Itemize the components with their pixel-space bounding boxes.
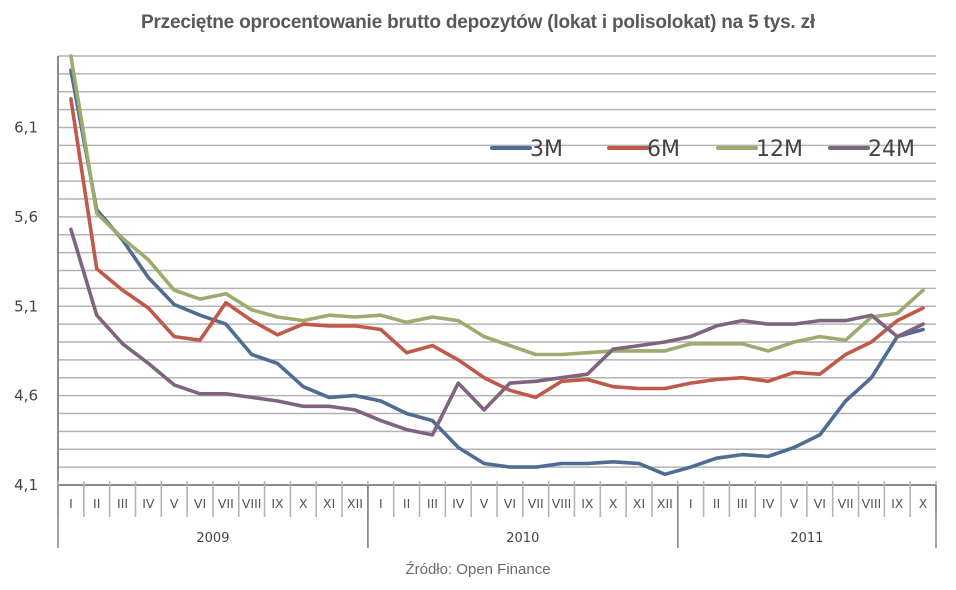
x-tick-label: IX	[891, 496, 904, 511]
x-tick-label: IX	[271, 496, 284, 511]
x-tick-label: II	[93, 496, 100, 511]
x-tick-label: I	[379, 496, 383, 511]
x-tick-label: IV	[762, 496, 775, 511]
legend: 3M 6M 12M 24M	[490, 137, 915, 162]
x-tick-label: III	[737, 496, 748, 511]
series-lines	[69, 54, 925, 477]
x-tick-label: VIII	[242, 496, 262, 511]
x-tick-label: VI	[814, 496, 826, 511]
series-line-24M	[69, 227, 925, 437]
chart-title: Przeciętne oprocentowanie brutto depozyt…	[141, 12, 815, 33]
y-tick-label: 5,1	[14, 297, 38, 315]
x-tick-label: XII	[657, 496, 673, 511]
x-tick-label: VIII	[862, 496, 882, 511]
x-tick-label: VII	[218, 496, 234, 511]
x-tick-label: XI	[633, 496, 645, 511]
x-axis: I II III IV V VI VII VIII IX X XI XII I II III IV V VI VII…	[57, 481, 937, 548]
year-label: 2009	[196, 531, 229, 546]
x-tick-label: VII	[838, 496, 854, 511]
x-tick-label: VI	[194, 496, 206, 511]
legend-label-6M: 6M	[647, 137, 680, 162]
source-note: Źródło: Open Finance	[405, 561, 551, 578]
y-axis: 4,1 4,6 5,1 5,6 6,1	[14, 56, 59, 494]
x-tick-label: X	[299, 496, 308, 511]
x-tick-label: VII	[528, 496, 544, 511]
x-tick-label: XII	[347, 496, 363, 511]
legend-label-12M: 12M	[756, 137, 803, 162]
x-tick-label: I	[689, 496, 693, 511]
gridlines	[58, 55, 936, 468]
x-tick-label: IV	[452, 496, 465, 511]
x-tick-label: IV	[142, 496, 155, 511]
y-tick-label: 6,1	[14, 119, 38, 137]
legend-label-3M: 3M	[530, 137, 563, 162]
x-tick-label: XI	[323, 496, 335, 511]
series-line-12M	[69, 54, 925, 357]
x-tick-label: III	[117, 496, 128, 511]
y-tick-label: 4,6	[14, 387, 38, 405]
x-tick-label: X	[609, 496, 618, 511]
x-tick-label: X	[919, 496, 928, 511]
x-tick-label: V	[480, 496, 489, 511]
x-tick-label: II	[403, 496, 410, 511]
x-tick-label: VI	[504, 496, 516, 511]
year-label: 2010	[506, 531, 539, 546]
legend-label-24M: 24M	[868, 137, 915, 162]
year-label: 2011	[790, 531, 823, 546]
x-tick-label: V	[790, 496, 799, 511]
y-tick-label: 5,6	[14, 208, 38, 226]
x-tick-label: VIII	[552, 496, 572, 511]
series-line-6M	[69, 97, 925, 400]
x-tick-label: III	[427, 496, 438, 511]
y-tick-label: 4,1	[14, 476, 38, 494]
x-tick-label: II	[713, 496, 720, 511]
x-tick-label: IX	[581, 496, 594, 511]
x-tick-label: I	[69, 496, 73, 511]
x-tick-label: V	[170, 496, 179, 511]
